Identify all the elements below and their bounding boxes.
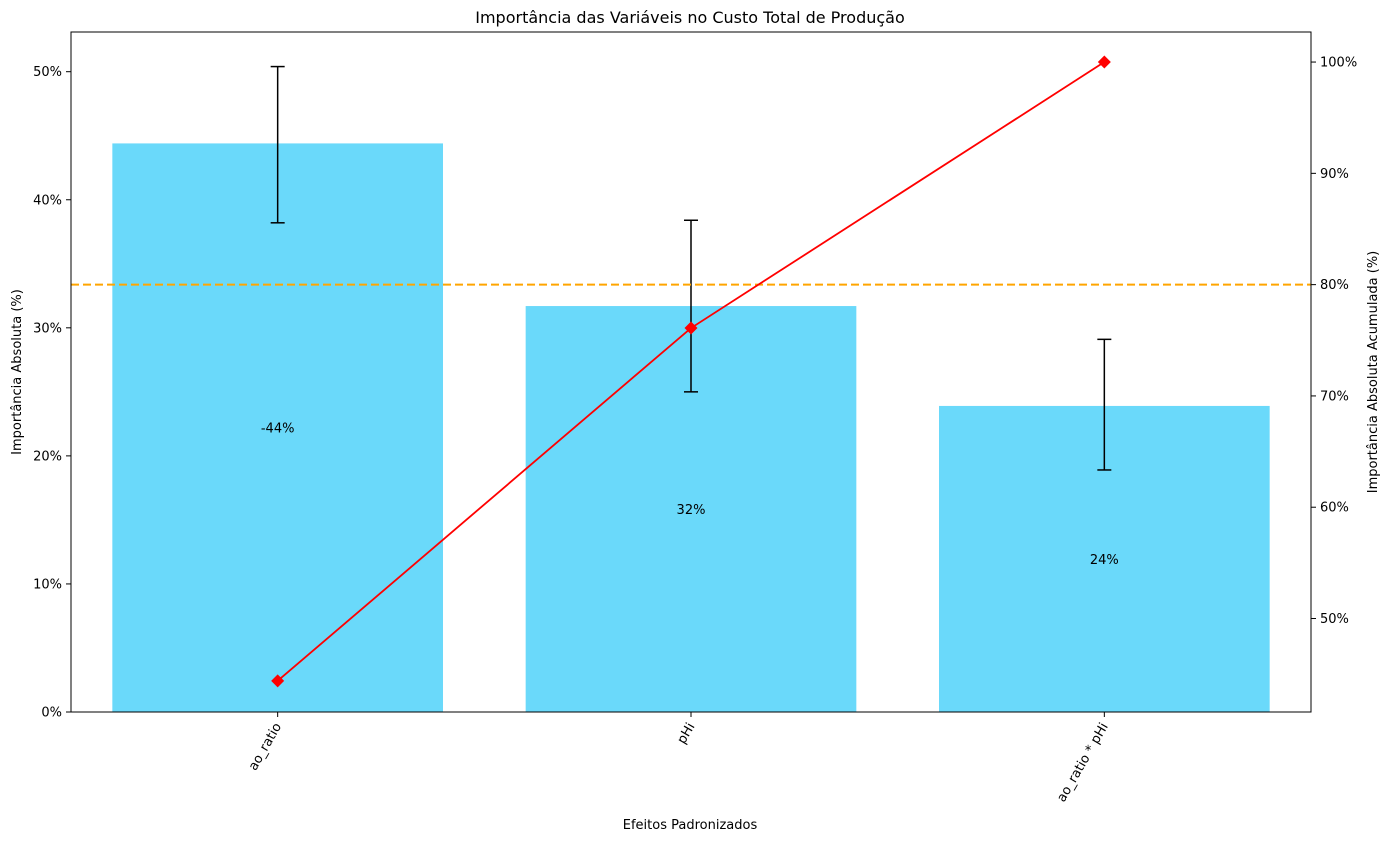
y-tick-label-left: 50%: [33, 65, 62, 80]
y-tick-label-left: 40%: [33, 193, 62, 208]
y-tick-label-right: 60%: [1320, 501, 1349, 516]
x-tick-label: ao_ratio * pHi: [1054, 721, 1111, 805]
left-axis: 0% 10% 20% 30% 40% 50%: [33, 65, 71, 721]
bar: [112, 143, 443, 713]
y-axis-label-left: Importância Absoluta (%): [10, 289, 25, 455]
y-tick-label-right: 50%: [1320, 612, 1349, 627]
y-tick-label-left: 10%: [33, 577, 62, 592]
plot-area: -44% 32% 24%: [71, 55, 1311, 713]
y-tick-label-right: 80%: [1320, 278, 1349, 293]
bar-value-label: 32%: [677, 503, 706, 518]
cumulative-point: [684, 321, 698, 335]
chart-title: Importância das Variáveis no Custo Total…: [475, 8, 905, 27]
x-tick-label: pHi: [675, 721, 699, 747]
x-tick-label: ao_ratio: [246, 720, 285, 773]
x-axis: ao_ratio pHi ao_ratio * pHi: [246, 712, 1112, 805]
cumulative-point: [271, 674, 285, 688]
cumulative-point: [1097, 55, 1111, 69]
y-tick-label-left: 20%: [33, 449, 62, 464]
bar-value-label: 24%: [1090, 553, 1119, 568]
x-axis-label: Efeitos Padronizados: [623, 818, 758, 833]
y-tick-label-left: 0%: [41, 706, 62, 721]
y-axis-label-right: Importância Absoluta Acumulada (%): [1366, 251, 1381, 494]
y-tick-label-right: 100%: [1320, 56, 1357, 71]
y-tick-label-right: 70%: [1320, 389, 1349, 404]
right-axis: 50% 60% 70% 80% 90% 100%: [1311, 56, 1357, 627]
y-tick-label-left: 30%: [33, 321, 62, 336]
bar-value-label: -44%: [261, 422, 295, 437]
y-tick-label-right: 90%: [1320, 167, 1349, 182]
